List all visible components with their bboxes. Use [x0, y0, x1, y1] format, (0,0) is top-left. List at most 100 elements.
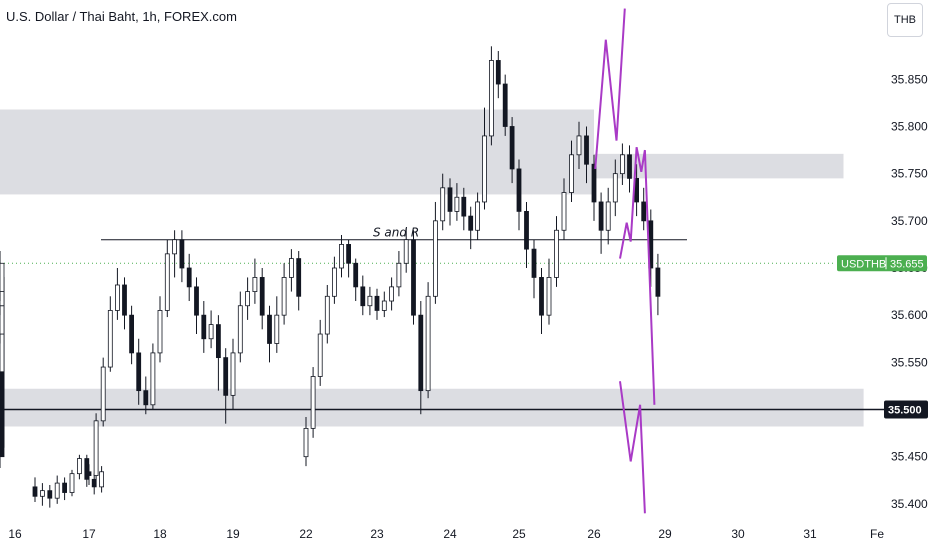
y-tick-label: 35.550	[891, 355, 928, 369]
x-tick-label: 23	[370, 527, 384, 541]
current-price-badge	[837, 255, 927, 272]
candle-body	[245, 291, 251, 307]
x-tick-label: 29	[658, 527, 672, 541]
candle-body	[157, 310, 163, 354]
candle-body	[353, 262, 359, 288]
candle-body	[296, 258, 302, 297]
candle-body	[281, 277, 287, 316]
candle-body	[389, 286, 395, 302]
candle-body	[122, 284, 127, 316]
candle-body	[150, 352, 156, 406]
candle-body	[230, 352, 236, 396]
candle-body	[576, 135, 582, 156]
candle-body	[339, 244, 344, 269]
candle-body	[346, 244, 352, 264]
candle-body	[77, 458, 82, 475]
x-tick-label: 22	[299, 527, 313, 541]
candle-body	[516, 168, 522, 212]
candle-body	[418, 314, 424, 392]
candle-body	[129, 314, 135, 354]
candle-body	[598, 201, 604, 231]
candle-body	[84, 458, 90, 480]
candle-body	[461, 196, 467, 217]
x-tick-label: 18	[153, 527, 167, 541]
candle-body	[488, 60, 494, 137]
candle-body	[91, 478, 97, 488]
x-tick-label: 19	[226, 527, 240, 541]
candle-body	[482, 135, 487, 203]
candle-body	[107, 310, 113, 368]
candle-body	[215, 324, 221, 359]
x-tick-label: 30	[731, 527, 745, 541]
level-price-badge	[884, 400, 928, 419]
candle-body	[411, 239, 416, 316]
candle-body	[524, 210, 529, 250]
x-tick-label: 26	[587, 527, 601, 541]
projection-path-0	[594, 8, 626, 169]
candle-body	[93, 420, 99, 476]
candle-body	[0, 333, 5, 373]
candle-body	[495, 60, 501, 85]
candle-body	[208, 324, 214, 340]
candle-body	[274, 314, 280, 344]
candle-body	[303, 427, 309, 458]
candle-body	[454, 196, 460, 212]
y-tick-label: 35.700	[891, 214, 928, 228]
candle-body	[0, 418, 5, 458]
currency-unit-button[interactable]: THB	[887, 3, 923, 37]
candle-body	[0, 291, 5, 307]
candle-body	[374, 295, 380, 311]
candle-body	[539, 277, 544, 316]
candle-body	[317, 333, 323, 377]
candle-body	[267, 314, 272, 344]
candle-body	[136, 352, 142, 392]
candle-body	[172, 239, 178, 255]
candle-body	[620, 154, 625, 175]
candle-body	[86, 471, 92, 476]
candle-body	[288, 258, 294, 278]
y-tick-label: 35.400	[891, 497, 928, 511]
candle-body	[0, 262, 5, 292]
y-tick-label: 35.750	[891, 167, 928, 181]
candle-body	[99, 471, 104, 488]
x-tick-label: 24	[443, 527, 457, 541]
candle-body	[655, 267, 661, 297]
zone-2	[0, 388, 864, 427]
y-tick-label: 35.450	[891, 450, 928, 464]
x-tick-label: 16	[8, 527, 22, 541]
x-tick-label: 31	[803, 527, 817, 541]
candle-body	[403, 239, 409, 264]
candle-body	[612, 173, 618, 203]
candle-body	[554, 229, 559, 278]
candle-body	[223, 357, 229, 396]
candle-body	[605, 201, 611, 231]
candle-body	[531, 248, 537, 278]
projection-path-2	[619, 381, 646, 514]
candle-body	[591, 163, 597, 203]
y-tick-label: 35.850	[891, 72, 928, 86]
y-tick-label: 35.800	[891, 119, 928, 133]
candle-body	[569, 154, 574, 193]
candle-body	[641, 201, 647, 222]
candle-body	[310, 376, 316, 429]
candle-body	[627, 154, 632, 179]
candle-body	[0, 399, 5, 420]
candle-body	[252, 277, 258, 292]
candle-body	[324, 295, 330, 335]
current-price-value: 35.655	[890, 258, 924, 270]
candle-body	[331, 267, 337, 297]
candle-body	[40, 490, 45, 497]
candle-body	[143, 390, 149, 406]
candle-body	[440, 187, 446, 222]
candle-body	[432, 220, 438, 297]
candle-body	[360, 286, 366, 307]
projection-path-1	[619, 147, 656, 405]
candle-body	[237, 305, 243, 354]
x-tick-label: 25	[512, 527, 526, 541]
candle-body	[561, 192, 567, 231]
zone-0	[0, 109, 594, 195]
candle-body	[186, 267, 192, 288]
x-tick-label: Fe	[870, 527, 884, 541]
level-price-value: 35.500	[888, 405, 922, 417]
